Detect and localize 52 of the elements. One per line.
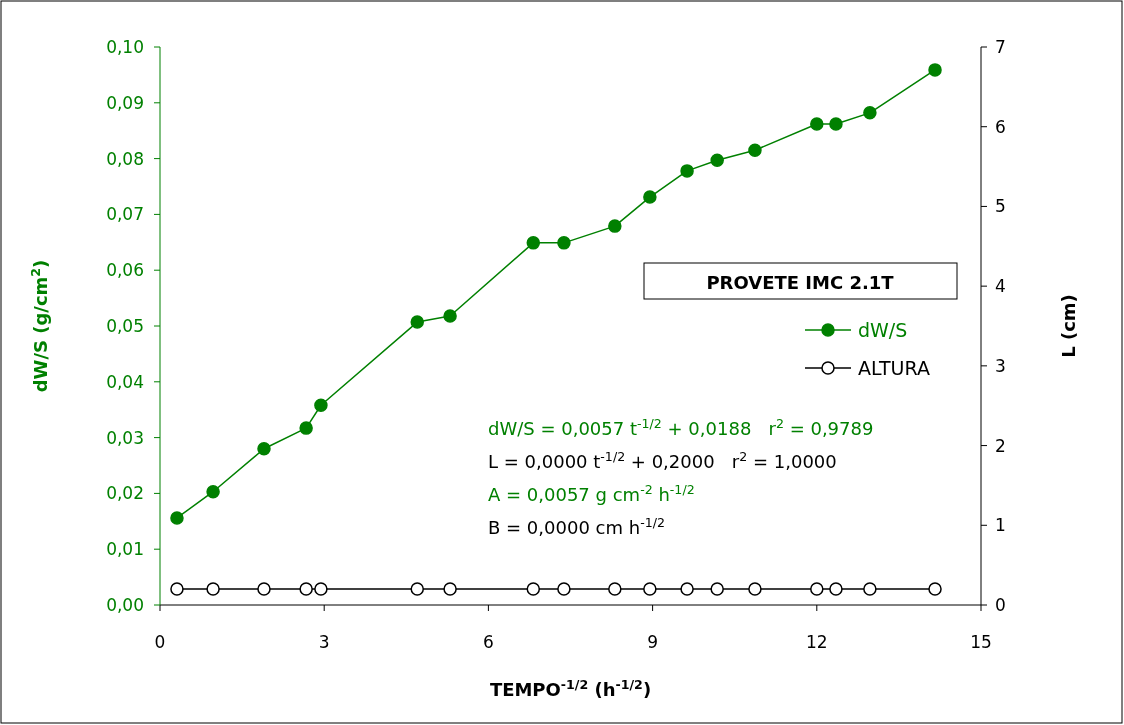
legend-label: dW/S <box>858 319 908 341</box>
annotation: L = 0,0000 t$^{-1/2}$ + 0,2000 r$^{2}$ = 1,0000 <box>488 448 837 472</box>
annotation: B = 0,0000 cm h$^{-1/2}$ <box>488 514 665 538</box>
y2-tick-label: 5 <box>995 196 1006 217</box>
x-tick-label: 12 <box>805 632 828 652</box>
legend-label: ALTURA <box>858 357 930 379</box>
y-tick-label: 0,00 <box>106 595 144 615</box>
point <box>206 484 220 499</box>
point <box>608 219 622 233</box>
y-tick-label: 0,07 <box>106 204 144 225</box>
y2-tick-label: 4 <box>995 276 1006 297</box>
point <box>443 309 457 323</box>
y-tick-label: 0,03 <box>106 427 144 448</box>
point <box>410 315 424 329</box>
x-tick-label: 15 <box>970 632 992 652</box>
x-axis-title: TEMPO$^{-1/2}$ (h$^{-1/2}$) <box>489 676 652 700</box>
point <box>748 143 762 157</box>
y-tick-label: 0,02 <box>106 483 144 504</box>
point <box>557 236 571 250</box>
annotation: dW/S = 0,0057 t$^{-1/2}$ + 0,0188 r$^{2}$ = 0,9789 <box>488 415 874 439</box>
point <box>829 117 843 131</box>
y2-tick-label: 6 <box>995 116 1006 137</box>
y-tick-label: 0,08 <box>106 148 144 169</box>
point <box>810 117 824 131</box>
annotation: A = 0,0057 g cm$^{-2}$ h$^{-1/2}$ <box>488 481 695 505</box>
x-tick-label: 9 <box>647 632 659 652</box>
y2-tick-label: 0 <box>995 595 1006 615</box>
y2-tick-label: 2 <box>995 435 1006 456</box>
point <box>643 190 657 204</box>
point <box>710 153 724 168</box>
x-tick-label: 6 <box>482 632 494 652</box>
point <box>863 106 877 120</box>
point <box>526 236 541 250</box>
y-tick-label: 0,04 <box>106 371 144 392</box>
y2-tick-label: 7 <box>995 37 1006 57</box>
y-tick-label: 0,09 <box>106 92 144 113</box>
y-tick-label: 0,06 <box>106 260 144 281</box>
point <box>928 63 942 77</box>
point <box>314 398 328 412</box>
y2-axis-title: L (cm) <box>1058 294 1079 358</box>
y-tick-label: 0,01 <box>106 539 144 560</box>
y2-tick-label: 3 <box>995 355 1006 376</box>
point <box>257 442 271 456</box>
point <box>299 421 313 435</box>
x-tick-label: 3 <box>318 632 330 652</box>
y2-tick-label: 1 <box>995 515 1006 536</box>
point <box>170 511 184 525</box>
x-tick-label: 0 <box>154 632 166 652</box>
y-tick-label: 0,05 <box>106 316 144 336</box>
point <box>680 164 694 178</box>
text: PROVETE IMC 2.1T <box>706 272 895 293</box>
y-tick-label: 0,10 <box>106 37 144 57</box>
